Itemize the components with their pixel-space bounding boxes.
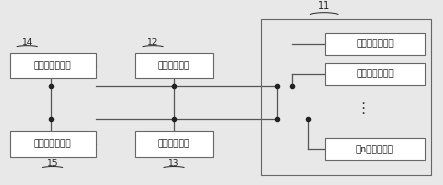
Text: 偏置电压模块: 偏置电压模块 — [158, 61, 190, 70]
FancyBboxPatch shape — [325, 63, 425, 85]
Text: ⋮: ⋮ — [355, 101, 370, 116]
FancyBboxPatch shape — [10, 131, 96, 157]
Text: 第二信号输出端: 第二信号输出端 — [34, 140, 71, 149]
FancyBboxPatch shape — [325, 33, 425, 55]
Text: 11: 11 — [318, 1, 330, 11]
Text: 第一信号输出端: 第一信号输出端 — [34, 61, 71, 70]
Text: 14: 14 — [22, 38, 33, 47]
FancyBboxPatch shape — [136, 131, 213, 157]
FancyBboxPatch shape — [10, 53, 96, 78]
Text: 15: 15 — [47, 159, 58, 168]
Text: 第二麦克风组件: 第二麦克风组件 — [356, 69, 394, 78]
Text: 第n麦克风组件: 第n麦克风组件 — [356, 145, 394, 154]
FancyBboxPatch shape — [136, 53, 213, 78]
Text: 下拉电阻模块: 下拉电阻模块 — [158, 140, 190, 149]
Text: 第一麦克风组件: 第一麦克风组件 — [356, 39, 394, 48]
Text: 12: 12 — [148, 38, 159, 47]
FancyBboxPatch shape — [325, 138, 425, 160]
Text: 13: 13 — [168, 159, 180, 168]
